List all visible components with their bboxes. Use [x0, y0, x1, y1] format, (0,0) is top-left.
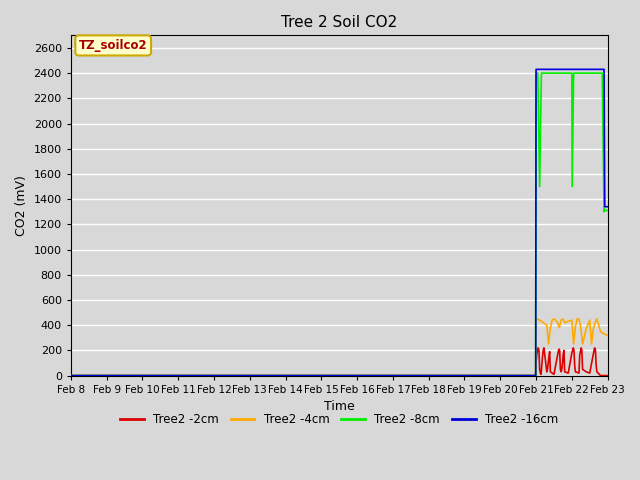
Text: TZ_soilco2: TZ_soilco2 [79, 39, 147, 52]
Y-axis label: CO2 (mV): CO2 (mV) [15, 175, 28, 236]
Legend: Tree2 -2cm, Tree2 -4cm, Tree2 -8cm, Tree2 -16cm: Tree2 -2cm, Tree2 -4cm, Tree2 -8cm, Tree… [115, 408, 563, 431]
Title: Tree 2 Soil CO2: Tree 2 Soil CO2 [281, 15, 397, 30]
X-axis label: Time: Time [324, 400, 355, 413]
